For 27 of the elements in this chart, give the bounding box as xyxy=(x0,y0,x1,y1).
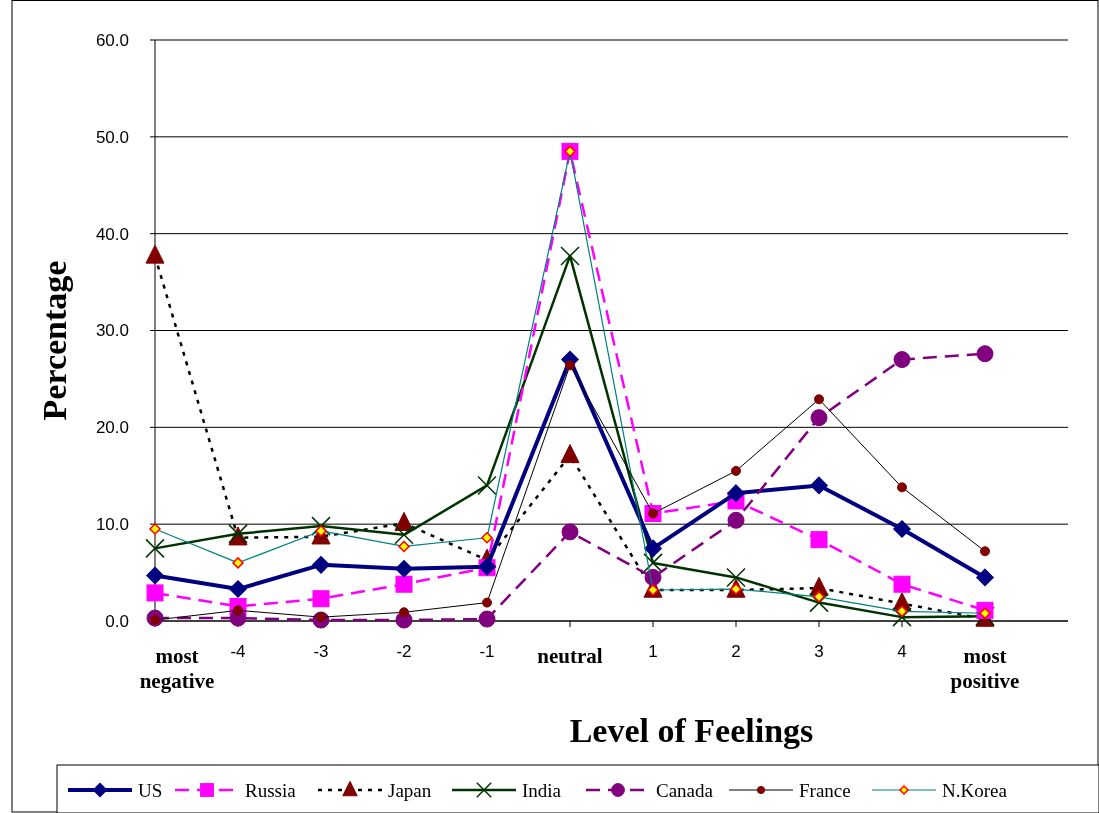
y-tick-label: 30.0 xyxy=(95,321,129,341)
x-tick-label: neutral xyxy=(537,644,603,668)
x-axis-title: Level of Feelings xyxy=(569,712,814,749)
legend-label: Russia xyxy=(245,779,297,801)
x-tick-label: -1 xyxy=(479,642,495,661)
y-tick-label: 50.0 xyxy=(95,127,129,147)
legend-label: France xyxy=(799,779,851,801)
x-tick-label: -3 xyxy=(313,642,329,661)
legend-label: Canada xyxy=(656,779,714,801)
legend-label: US xyxy=(138,779,163,801)
x-tick-label: -2 xyxy=(396,642,412,661)
x-tick-label: 3 xyxy=(814,642,824,661)
y-tick-label: 10.0 xyxy=(95,515,129,535)
y-tick-label: 20.0 xyxy=(95,418,129,438)
x-tick-label: most positive xyxy=(950,644,1020,693)
y-tick-label: 60.0 xyxy=(95,30,129,50)
x-tick-label: -4 xyxy=(230,642,246,661)
x-tick-label: 1 xyxy=(648,642,658,661)
x-tick-label: 2 xyxy=(731,642,741,661)
legend-label: Japan xyxy=(388,779,432,801)
legend-label: India xyxy=(522,779,562,801)
legend-label: N.Korea xyxy=(942,779,1008,801)
x-tick-label: 4 xyxy=(897,642,907,661)
y-tick-label: 40.0 xyxy=(95,224,129,244)
y-tick-label: 0.0 xyxy=(105,611,129,631)
y-axis-title: Percentage xyxy=(36,260,73,421)
x-tick-label: most negative xyxy=(139,644,215,693)
